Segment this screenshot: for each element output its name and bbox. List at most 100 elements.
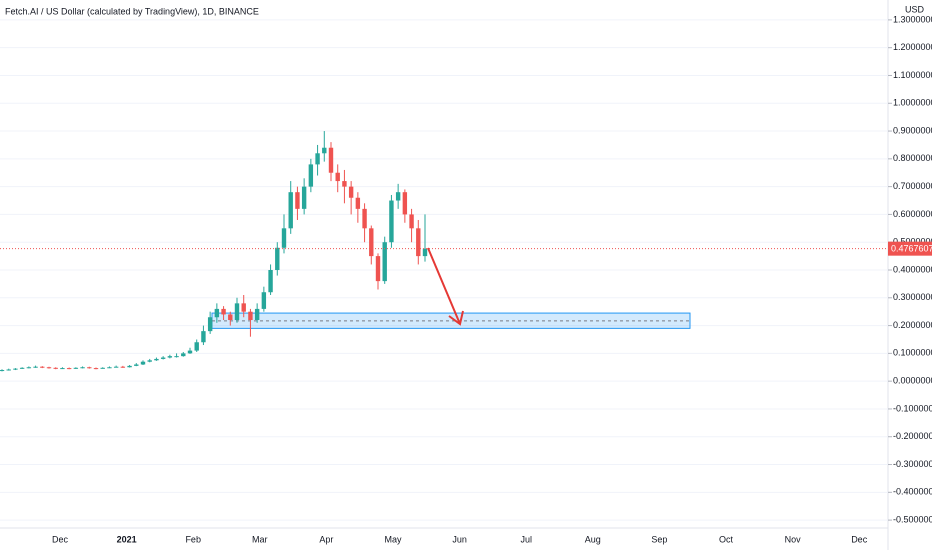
candle bbox=[60, 367, 65, 370]
candle-body bbox=[422, 248, 428, 257]
candle-body bbox=[60, 368, 65, 370]
candle bbox=[40, 366, 45, 369]
candle bbox=[369, 225, 374, 265]
y-tick-label: 0.50000000 bbox=[893, 237, 932, 247]
candle-body bbox=[80, 367, 85, 369]
chart-title: Fetch.AI / US Dollar (calculated by Trad… bbox=[5, 6, 259, 16]
candle-body bbox=[395, 192, 401, 201]
candle bbox=[181, 351, 186, 357]
candle bbox=[362, 203, 367, 243]
candle-body bbox=[335, 172, 340, 182]
y-tick-label: 1.20000000 bbox=[893, 42, 932, 52]
candle-body bbox=[254, 308, 260, 321]
candle bbox=[6, 368, 11, 371]
candle bbox=[375, 253, 381, 290]
candle bbox=[140, 360, 146, 366]
candle-body bbox=[369, 228, 374, 257]
candle bbox=[254, 303, 260, 323]
candle bbox=[382, 236, 387, 284]
y-tick-label: -0.40000000 bbox=[893, 487, 932, 497]
candle bbox=[13, 368, 18, 371]
candle-body bbox=[409, 214, 414, 229]
candle-body bbox=[33, 366, 38, 368]
candle-body bbox=[288, 192, 293, 229]
candle-body bbox=[268, 270, 273, 293]
last-price-box bbox=[888, 241, 932, 256]
candle-body bbox=[19, 367, 25, 369]
candle bbox=[261, 286, 267, 312]
candle-body bbox=[134, 364, 139, 366]
candle-body bbox=[382, 242, 387, 282]
y-tick-label: 0.30000000 bbox=[893, 292, 932, 302]
candle bbox=[308, 158, 314, 193]
candle bbox=[416, 219, 421, 265]
candle bbox=[395, 183, 401, 209]
y-tick-label: 0.10000000 bbox=[893, 348, 932, 358]
candle-body bbox=[187, 350, 193, 354]
candle bbox=[100, 367, 105, 369]
candle-body bbox=[355, 197, 361, 209]
candle-body bbox=[181, 353, 186, 357]
candle-body bbox=[154, 358, 159, 361]
candle bbox=[409, 208, 414, 243]
candle bbox=[342, 169, 347, 204]
candle bbox=[328, 142, 334, 182]
x-tick-label: Mar bbox=[252, 534, 268, 544]
candle-body bbox=[375, 256, 381, 282]
x-tick-label: 2021 bbox=[117, 534, 137, 544]
last-price-label: 0.47676075 bbox=[891, 244, 932, 254]
candle-body bbox=[348, 186, 354, 198]
arrow-head bbox=[448, 310, 464, 326]
candle-body bbox=[167, 356, 173, 358]
y-tick-label: -0.10000000 bbox=[893, 403, 932, 413]
candle-body bbox=[308, 164, 314, 187]
y-tick-label: 0.60000000 bbox=[893, 209, 932, 219]
candle-body bbox=[26, 367, 32, 369]
y-tick-label: 0.40000000 bbox=[893, 264, 932, 274]
candle-body bbox=[113, 366, 119, 368]
candle-body bbox=[46, 367, 52, 369]
y-tick-label: 0.80000000 bbox=[893, 153, 932, 163]
y-tick-label: 0.70000000 bbox=[893, 181, 932, 191]
x-tick-label: Oct bbox=[719, 534, 734, 544]
candle bbox=[201, 325, 206, 346]
candle bbox=[295, 186, 300, 220]
currency-label: USD bbox=[905, 4, 925, 14]
candle-body bbox=[87, 367, 92, 369]
candle bbox=[167, 354, 173, 359]
candle bbox=[281, 214, 287, 254]
candle bbox=[402, 189, 408, 223]
candle bbox=[207, 311, 213, 334]
candle bbox=[241, 295, 246, 318]
candle bbox=[348, 181, 354, 215]
y-tick-label: 0.20000000 bbox=[893, 320, 932, 330]
candle-body bbox=[241, 303, 246, 312]
candle-body bbox=[402, 192, 408, 215]
candle-body bbox=[6, 369, 11, 371]
candle bbox=[73, 367, 79, 369]
candle-body bbox=[342, 181, 347, 187]
candle-body bbox=[40, 366, 45, 368]
x-tick-label: Aug bbox=[585, 534, 601, 544]
candle-body bbox=[328, 147, 334, 173]
candle-body bbox=[201, 331, 206, 343]
candle bbox=[187, 347, 193, 354]
candle bbox=[389, 194, 394, 248]
candle-body bbox=[127, 365, 132, 368]
candle-body bbox=[301, 186, 307, 209]
candle-body bbox=[281, 228, 287, 248]
candle-body bbox=[100, 367, 105, 369]
candle bbox=[160, 356, 166, 360]
candle bbox=[113, 365, 119, 368]
y-tick-label: 0.90000000 bbox=[893, 125, 932, 135]
candle bbox=[335, 164, 340, 193]
candle-body bbox=[66, 368, 72, 370]
candle-body bbox=[73, 367, 79, 369]
candle bbox=[221, 306, 226, 321]
x-tick-label: Apr bbox=[319, 534, 333, 544]
candle-body bbox=[248, 311, 253, 321]
candle-body bbox=[53, 367, 58, 369]
candle bbox=[107, 366, 112, 369]
candle-body bbox=[389, 200, 394, 243]
